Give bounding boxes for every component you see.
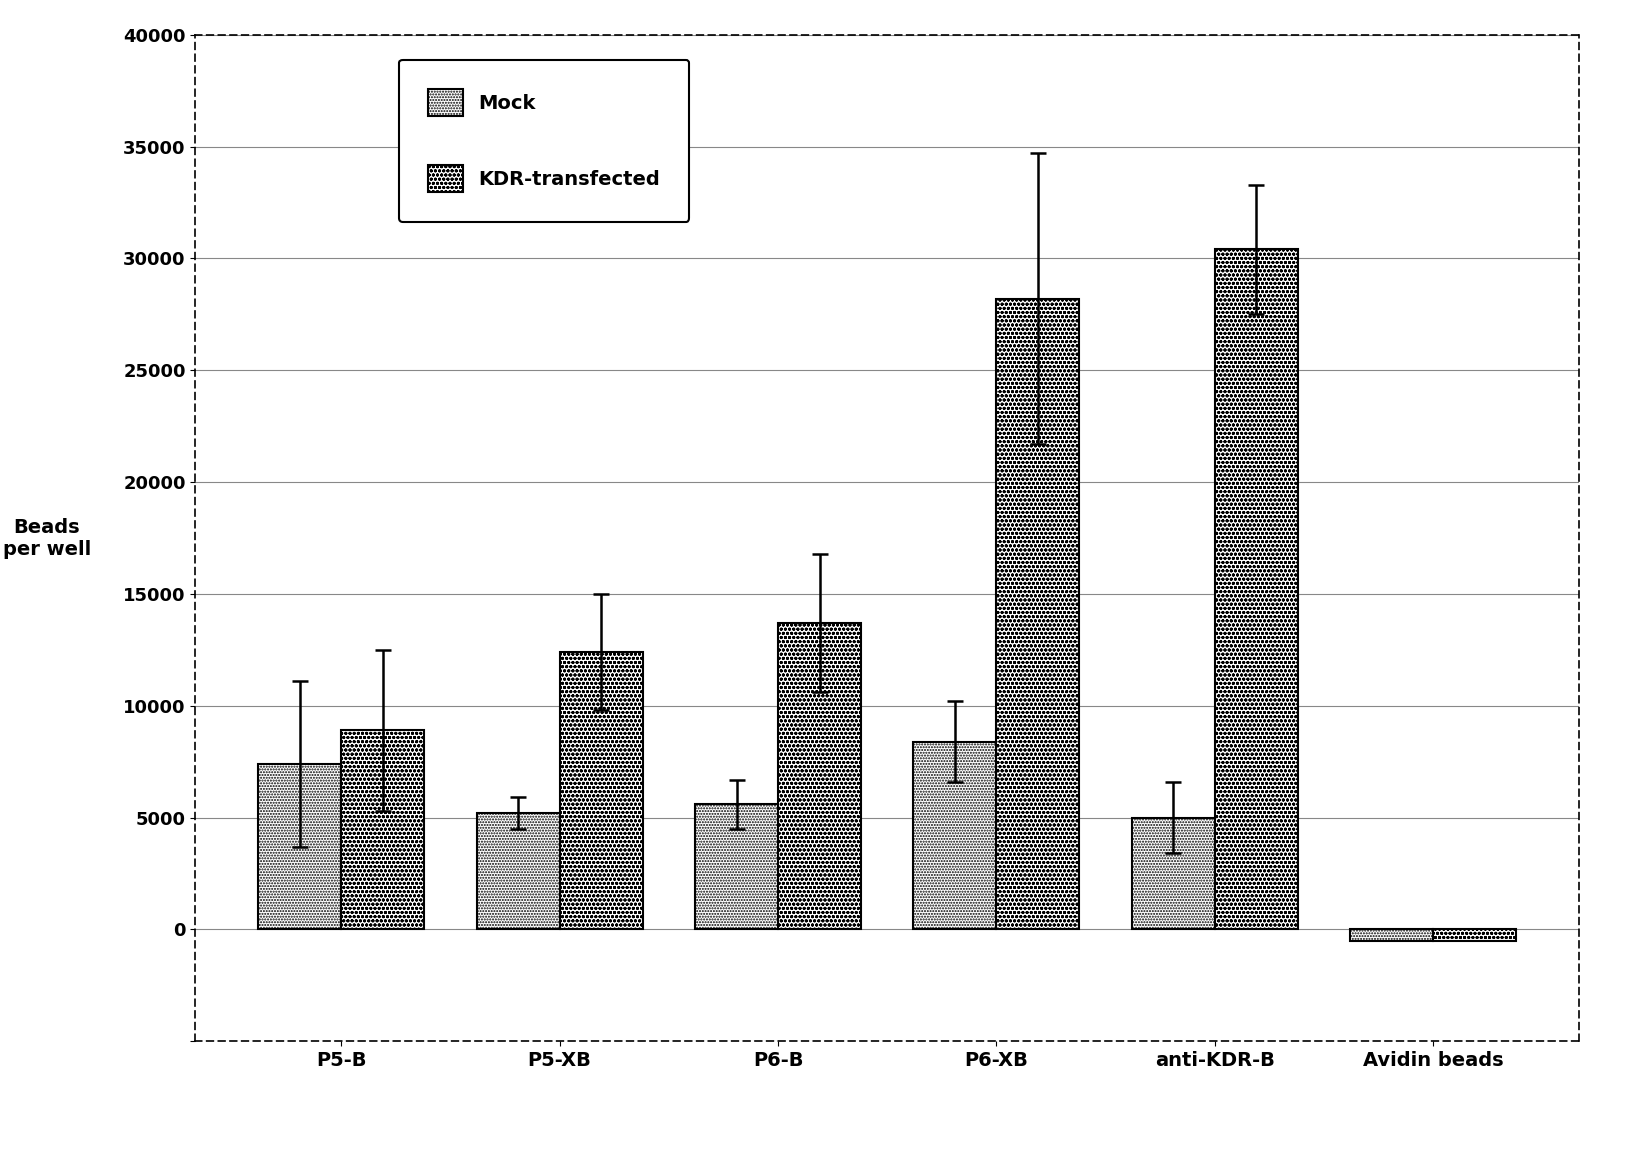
Bar xyxy=(695,804,778,929)
Bar xyxy=(477,813,560,929)
Bar xyxy=(1433,929,1516,941)
Bar xyxy=(1350,929,1433,941)
Bar xyxy=(259,764,342,929)
Bar xyxy=(1214,250,1298,929)
Y-axis label: Beads
per well: Beads per well xyxy=(3,517,91,559)
Bar xyxy=(913,742,996,929)
Bar xyxy=(342,730,425,929)
Bar xyxy=(560,653,643,929)
Legend: Mock, KDR-transfected: Mock, KDR-transfected xyxy=(399,59,689,221)
Bar xyxy=(996,299,1079,929)
Bar xyxy=(1131,818,1214,929)
Bar xyxy=(778,622,861,929)
